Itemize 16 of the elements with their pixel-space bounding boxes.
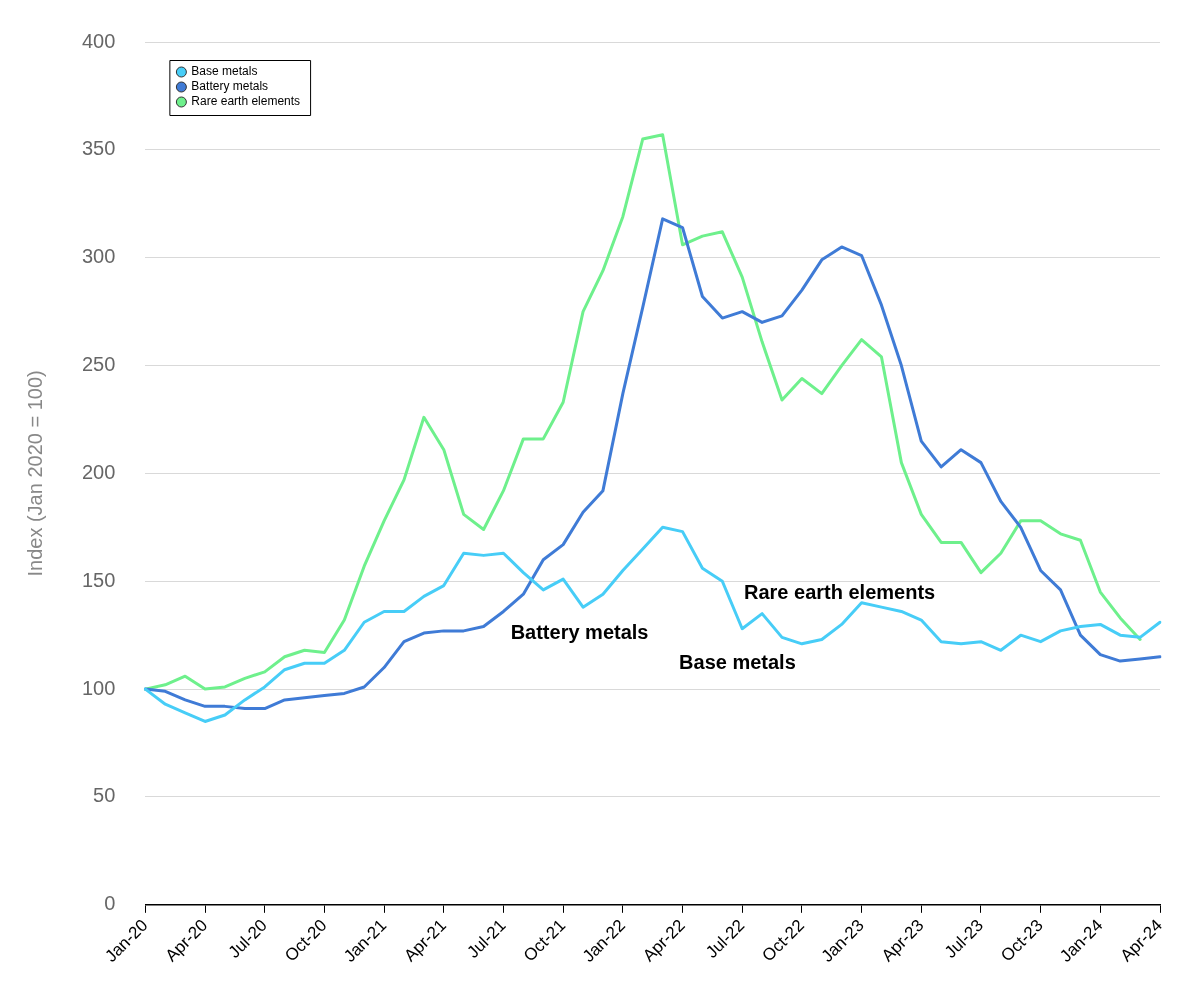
y-tick-label: 200 <box>81 460 116 483</box>
y-tick-label: 0 <box>104 892 116 915</box>
annotation: Battery metals <box>510 620 649 643</box>
y-tick-label: 400 <box>81 29 116 52</box>
legend-label: Battery metals <box>191 79 269 94</box>
annotation: Base metals <box>679 650 796 673</box>
y-tick-label: 250 <box>81 353 116 376</box>
y-tick-label: 300 <box>81 245 116 268</box>
legend-label: Base metals <box>191 64 258 79</box>
legend-label: Rare earth elements <box>191 94 301 109</box>
y-tick-label: 100 <box>81 676 116 699</box>
y-tick-label: 50 <box>93 784 116 807</box>
y-tick-label: 350 <box>81 137 116 160</box>
annotation: Rare earth elements <box>744 580 936 603</box>
y-axis-title: Index (Jan 2020 = 100) <box>23 370 46 577</box>
y-tick-label: 150 <box>81 568 116 591</box>
